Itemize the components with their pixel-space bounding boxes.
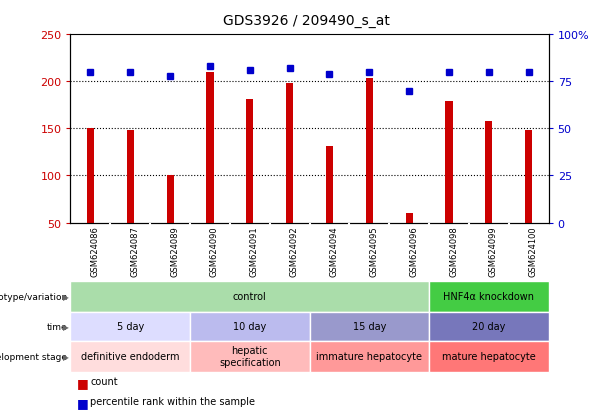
Text: GSM624092: GSM624092 [289, 226, 299, 276]
Text: 5 day: 5 day [116, 321, 144, 331]
Text: mature hepatocyte: mature hepatocyte [442, 351, 536, 361]
Bar [246, 100, 253, 223]
Bar [446, 102, 452, 223]
Bar [207, 73, 213, 223]
Text: hepatic
specification: hepatic specification [219, 345, 281, 367]
Text: GSM624091: GSM624091 [250, 226, 259, 276]
Text: 15 day: 15 day [352, 321, 386, 331]
Text: GSM624089: GSM624089 [170, 226, 179, 277]
Text: GSM624098: GSM624098 [449, 226, 458, 277]
Text: time: time [47, 322, 67, 331]
Text: GSM624095: GSM624095 [369, 226, 378, 276]
Bar [167, 175, 173, 223]
Text: genotype/variation: genotype/variation [0, 292, 67, 301]
Text: percentile rank within the sample: percentile rank within the sample [90, 396, 255, 406]
Text: GSM624090: GSM624090 [210, 226, 219, 276]
Text: GSM624100: GSM624100 [528, 226, 538, 276]
Text: control: control [233, 292, 267, 302]
Text: GSM624086: GSM624086 [91, 226, 99, 277]
Text: development stage: development stage [0, 352, 67, 361]
Text: GSM624099: GSM624099 [489, 226, 498, 276]
Text: definitive endoderm: definitive endoderm [81, 351, 180, 361]
Text: ■: ■ [77, 396, 88, 409]
Text: immature hepatocyte: immature hepatocyte [316, 351, 422, 361]
Bar [326, 147, 333, 223]
Bar [406, 214, 413, 223]
Bar [366, 79, 373, 223]
Text: ▶: ▶ [63, 292, 69, 301]
Text: GDS3926 / 209490_s_at: GDS3926 / 209490_s_at [223, 14, 390, 28]
Text: HNF4α knockdown: HNF4α knockdown [443, 292, 535, 302]
Text: ▶: ▶ [63, 322, 69, 331]
Bar [525, 131, 532, 223]
Text: ▶: ▶ [63, 352, 69, 361]
Text: GSM624094: GSM624094 [330, 226, 338, 276]
Text: count: count [90, 376, 118, 386]
Bar [87, 129, 94, 223]
Bar [286, 84, 293, 223]
Text: GSM624096: GSM624096 [409, 226, 418, 277]
Text: GSM624087: GSM624087 [130, 226, 139, 277]
Bar [485, 121, 492, 223]
Bar [127, 131, 134, 223]
Text: 10 day: 10 day [233, 321, 267, 331]
Text: 20 day: 20 day [472, 321, 506, 331]
Text: ■: ■ [77, 376, 88, 389]
